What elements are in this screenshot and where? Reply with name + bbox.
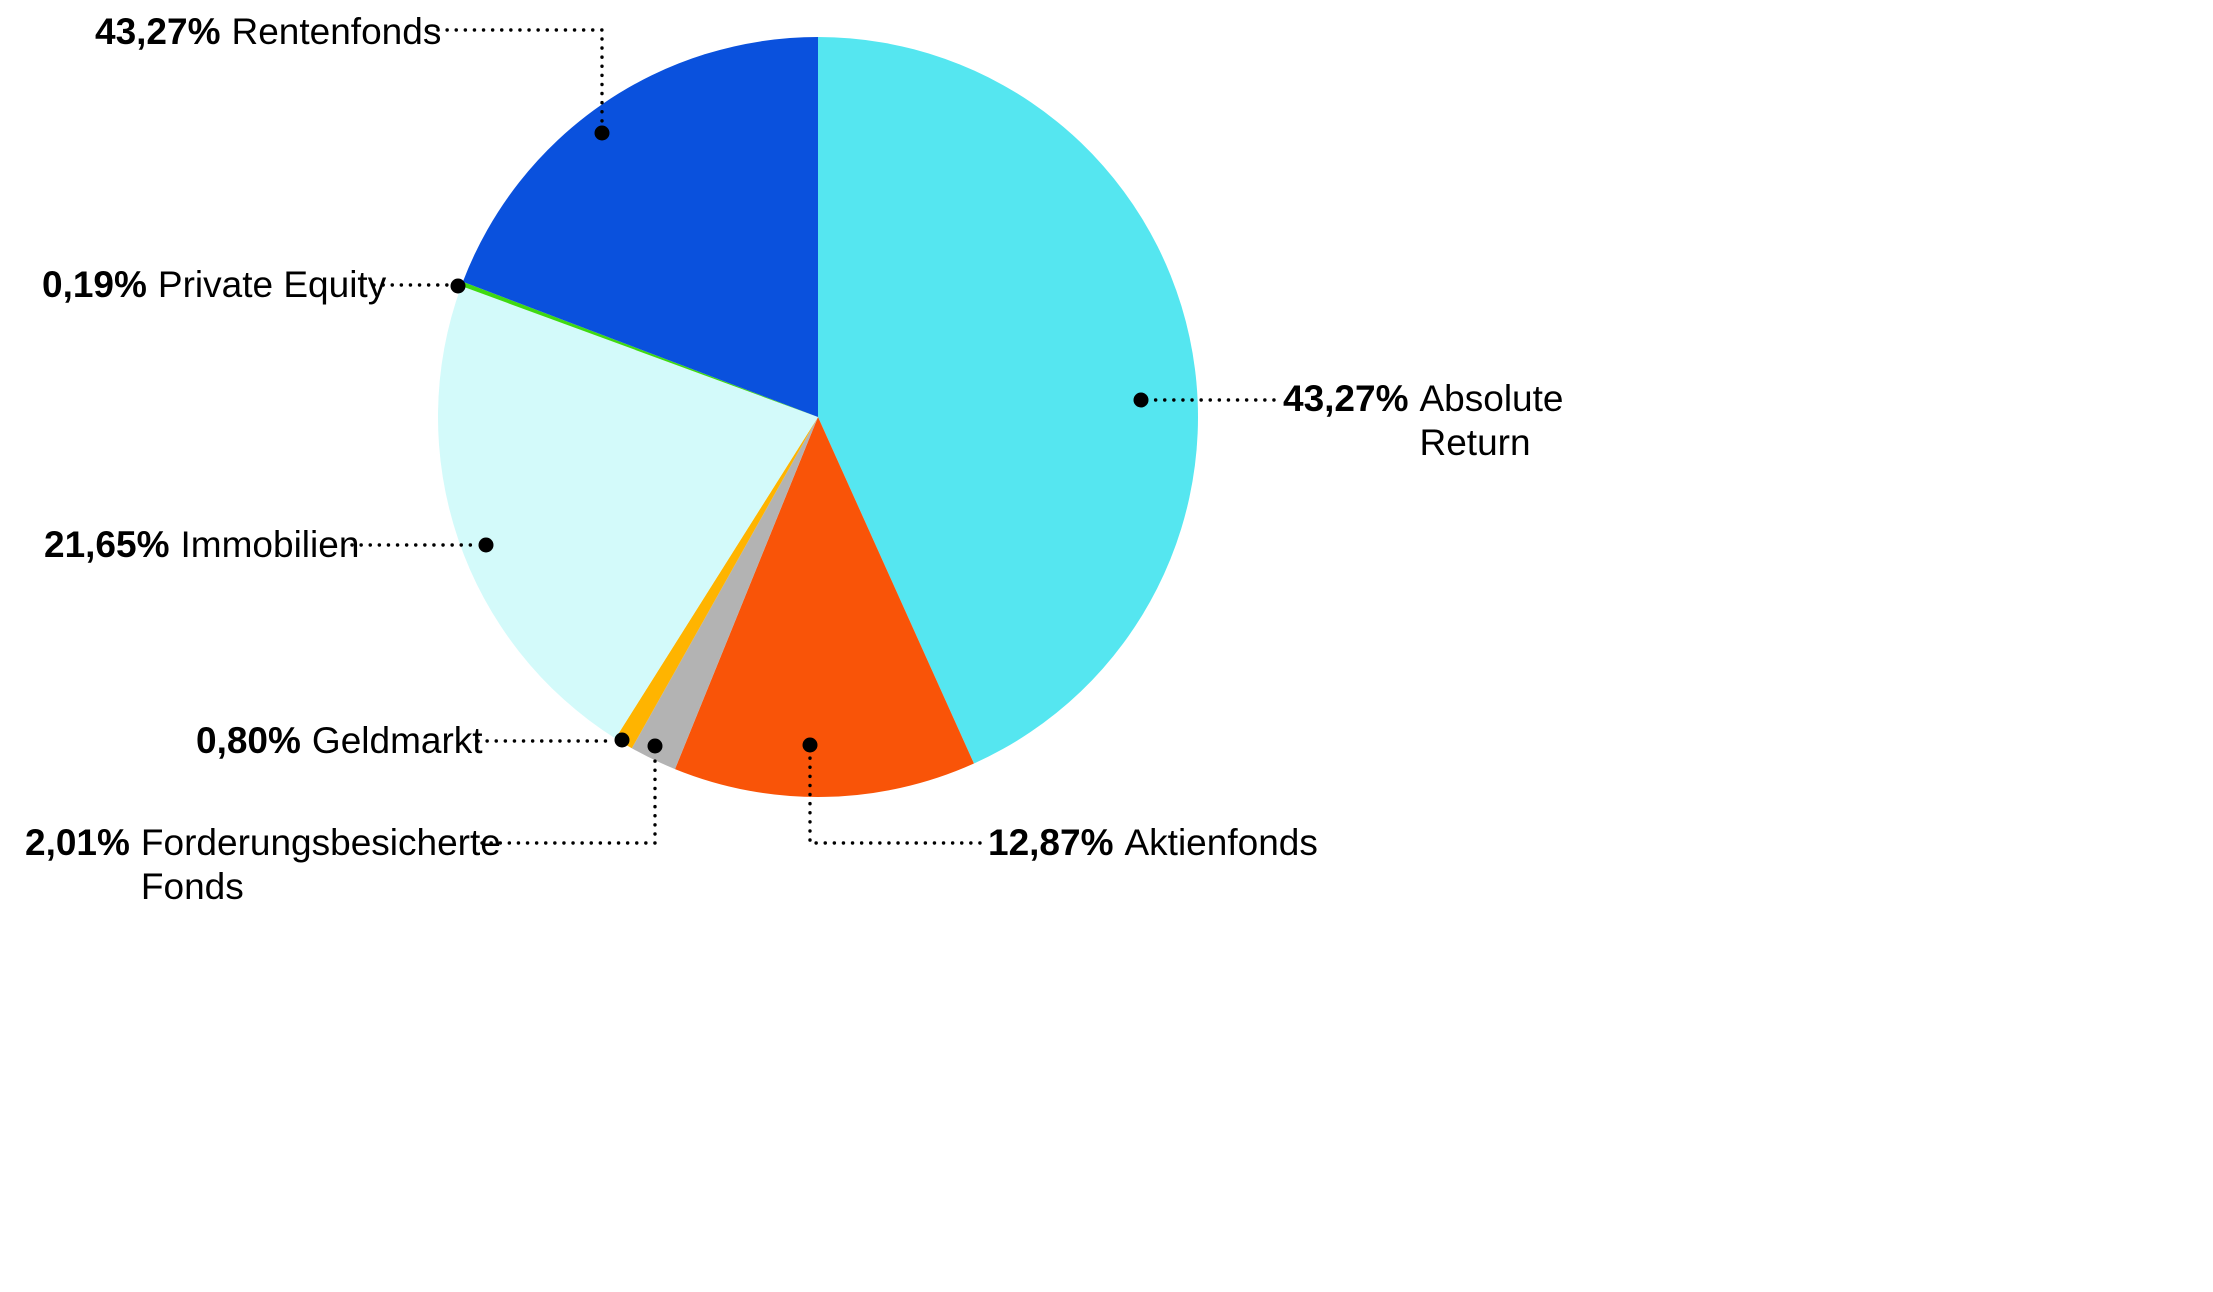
label-absolute-return: 43,27% Absolute Return: [1283, 377, 1575, 465]
label-private-equity: 0,19% Private Equity: [42, 263, 386, 307]
label-immobilien-pct: 21,65%: [44, 524, 170, 565]
leader-line-forderungsbesicherte-fonds: [480, 752, 657, 845]
label-rentenfonds: 43,27% Rentenfonds: [95, 10, 441, 54]
leader-dot-forderungsbesicherte-fonds: [647, 738, 663, 754]
label-aktienfonds: 12,87% Aktienfonds: [988, 821, 1318, 865]
label-rentenfonds-name: Rentenfonds: [231, 11, 442, 52]
pie-slice-private-equity: [461, 281, 818, 417]
label-forderungsbesicherte-fonds-pct: 2,01%: [25, 822, 130, 863]
leader-line-rentenfonds: [436, 28, 604, 128]
label-geldmarkt-pct: 0,80%: [196, 720, 301, 761]
pie-slice-immobilien: [438, 286, 818, 739]
label-absolute-return-name: Absolute Return: [1419, 378, 1564, 463]
label-forderungsbesicherte-fonds-name: Forderungsbesicherte Fonds: [140, 822, 501, 907]
label-rentenfonds-pct: 43,27%: [95, 11, 221, 52]
pie-slice-absolute-return: [818, 37, 1199, 764]
pie-slice-rentenfonds: [462, 37, 818, 417]
label-geldmarkt-name: Geldmarkt: [311, 720, 483, 761]
label-geldmarkt: 0,80% Geldmarkt: [196, 719, 483, 763]
leader-dot-geldmarkt: [614, 732, 630, 748]
label-immobilien-name: Immobilien: [180, 524, 360, 565]
label-immobilien: 21,65% Immobilien: [44, 523, 359, 567]
label-private-equity-name: Private Equity: [157, 264, 387, 305]
leader-dot-absolute-return: [1133, 392, 1149, 408]
pie-slice-geldmarkt: [615, 417, 818, 749]
leader-dot-aktienfonds: [802, 737, 818, 753]
pie-slice-aktienfonds: [675, 417, 974, 797]
label-aktienfonds-name: Aktienfonds: [1124, 822, 1318, 863]
leader-dot-private-equity: [450, 278, 466, 294]
label-forderungsbesicherte-fonds: 2,01% Forderungsbesicherte Fonds: [25, 821, 501, 909]
label-absolute-return-pct: 43,27%: [1283, 378, 1409, 419]
label-aktienfonds-pct: 12,87%: [988, 822, 1114, 863]
label-private-equity-pct: 0,19%: [42, 264, 147, 305]
pie-slice-forderungsbesicherte-fonds: [631, 417, 818, 770]
leader-dot-rentenfonds: [594, 125, 610, 141]
leader-dot-immobilien: [478, 537, 494, 553]
